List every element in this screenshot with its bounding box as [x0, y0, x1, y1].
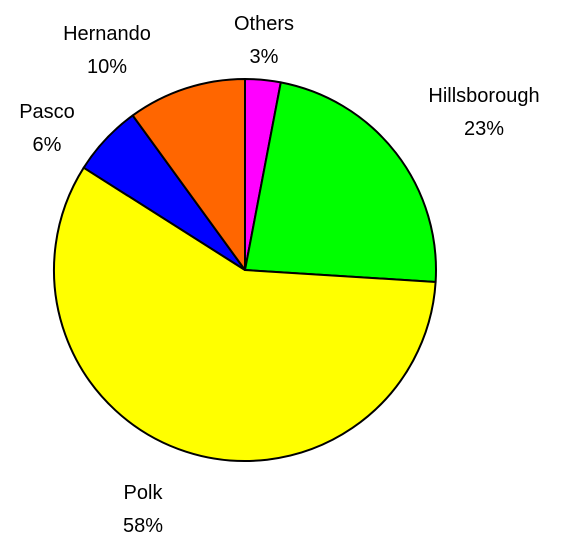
slice-label-hernando: Hernando 10%	[63, 23, 151, 78]
pie-slices	[53, 78, 437, 462]
slice-label-hillsborough: Hillsborough 23%	[428, 85, 539, 140]
pie-slice-hillsborough	[244, 81, 437, 283]
slice-label-pasco: Pasco 6%	[19, 101, 75, 156]
slice-percent: 23%	[464, 118, 504, 140]
slice-percent: 58%	[123, 515, 163, 536]
slice-name: Hernando	[63, 23, 151, 45]
slice-name: Pasco	[19, 101, 75, 123]
slice-percent: 6%	[33, 134, 62, 156]
slice-name: Hillsborough	[428, 85, 539, 107]
slice-percent: 3%	[250, 46, 279, 68]
slice-label-others: Others 3%	[234, 13, 294, 68]
pie-slice-polk	[53, 166, 437, 462]
pie-labels: Others 3% Hillsborough 23% Polk 58% Pasco 6% Her…	[19, 13, 539, 536]
slice-name: Polk	[124, 482, 164, 504]
slice-name: Others	[234, 13, 294, 35]
slice-percent: 10%	[87, 56, 127, 78]
pie-slice-hernando	[131, 78, 246, 271]
slice-label-polk: Polk 58%	[123, 482, 163, 536]
